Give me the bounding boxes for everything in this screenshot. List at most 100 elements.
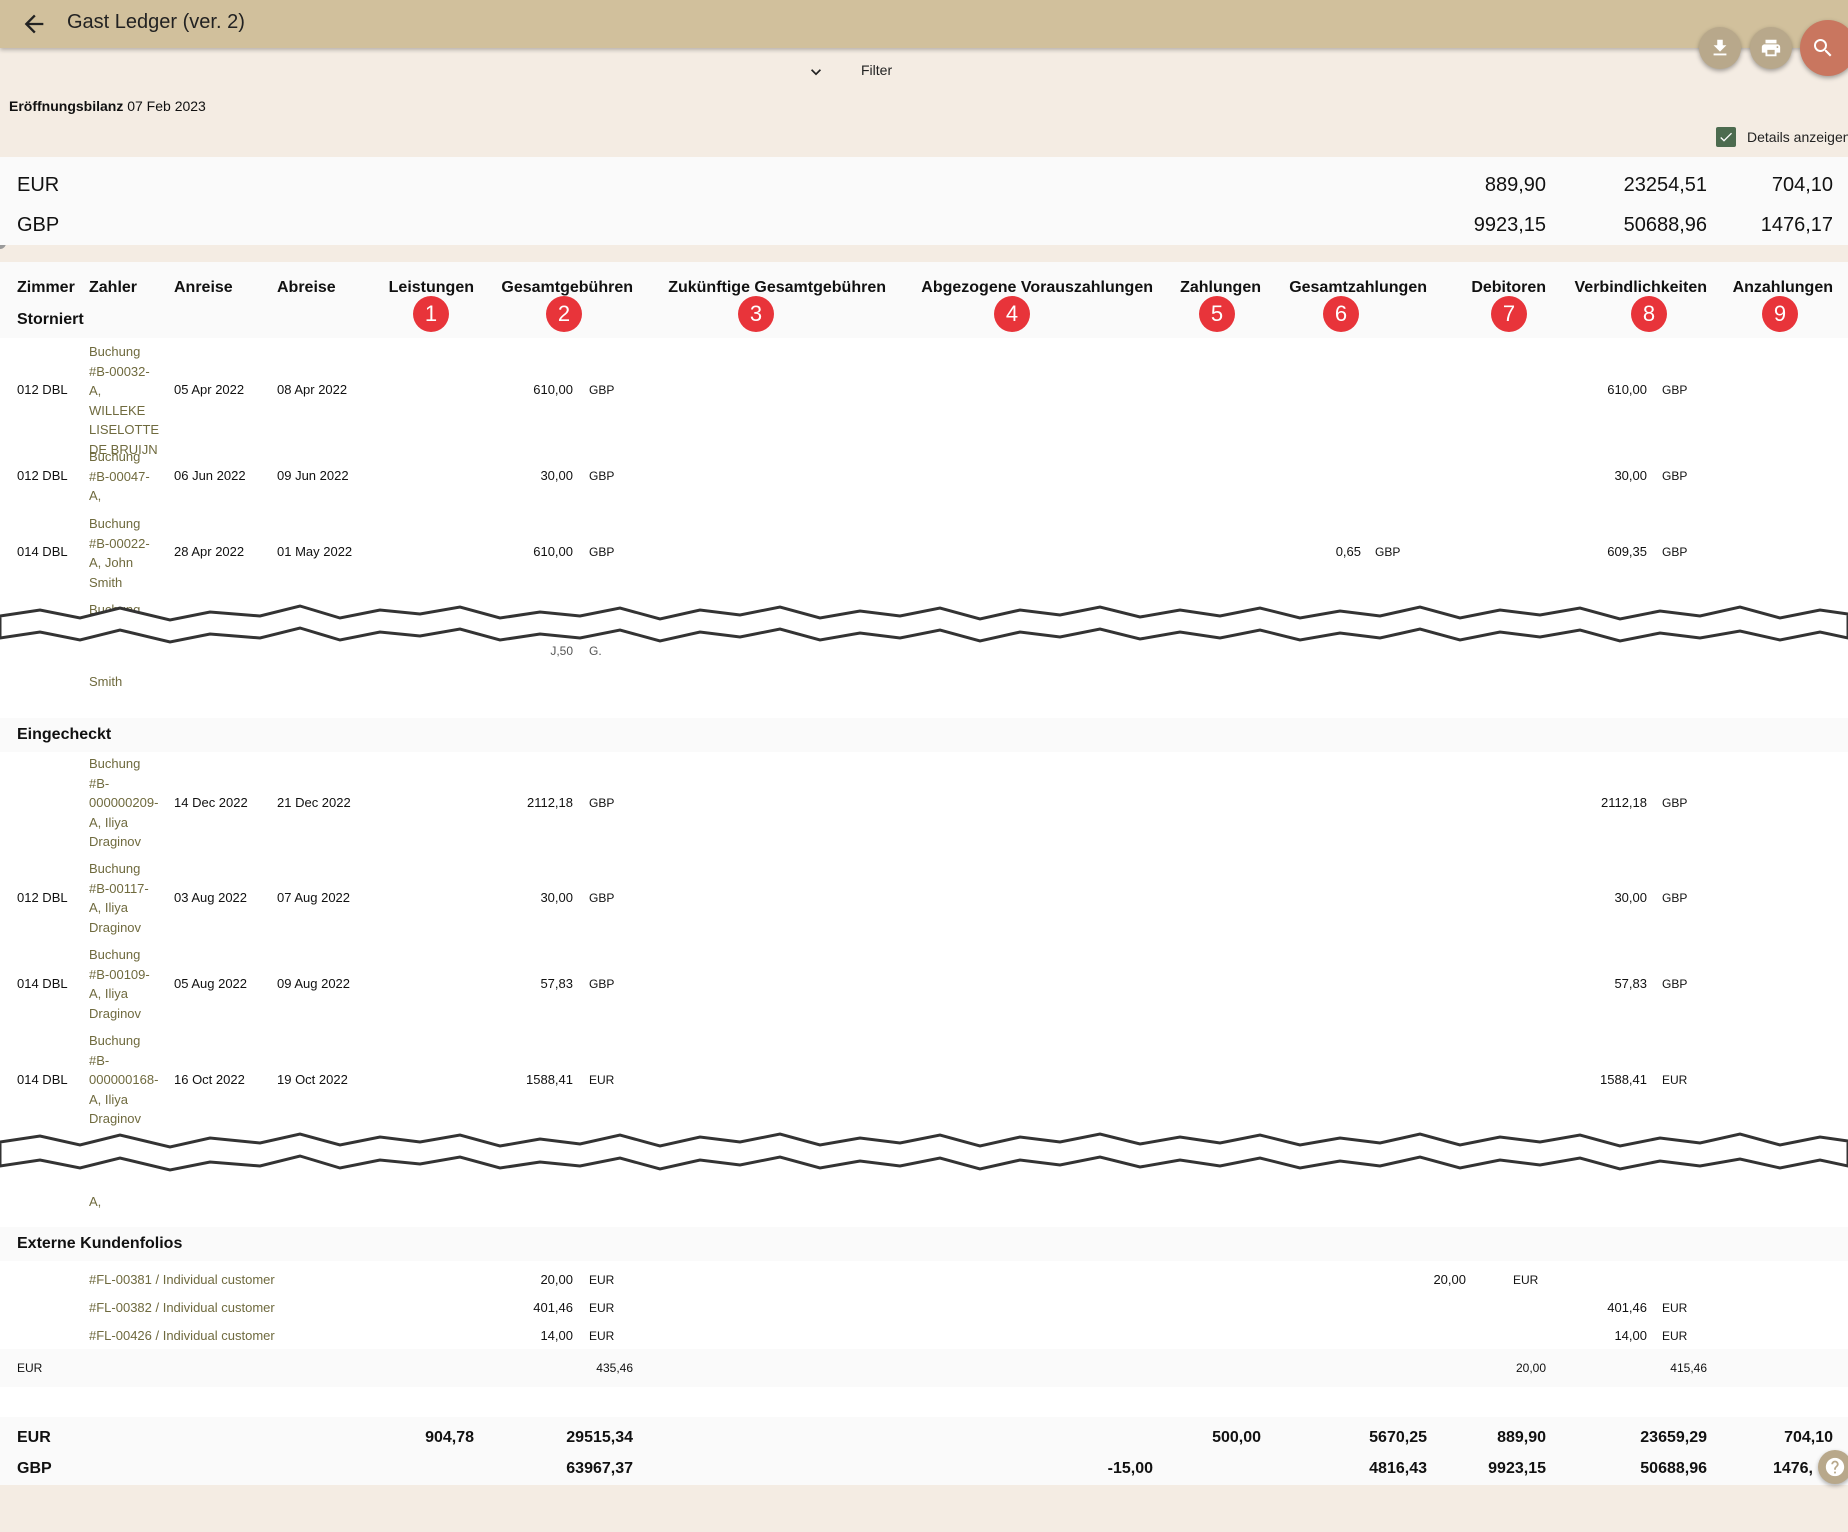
total-payments-cell: 0,65 [1335,544,1361,559]
currency-cell: EUR [1662,1301,1688,1315]
subtotal-debtors: 20,00 [1515,1361,1546,1375]
payer-link[interactable]: Buchung #B-000000209-A, Iliya Draginov [89,756,159,849]
total-fees-cell: 30,00 [540,890,573,905]
annotation-badge: 4 [994,296,1030,332]
folio-link[interactable]: #FL-00426 / Individual customer [89,1328,275,1343]
details-checkbox[interactable] [1716,127,1736,147]
col-zukuenftige: Zukünftige Gesamtgebühren [668,279,886,296]
back-button[interactable] [20,10,48,38]
departure-cell: 01 May 2022 [277,544,353,559]
opening-balance: Eröffnungsbilanz 07 Feb 2023 [9,98,206,114]
room-cell: 012 DBL [17,468,68,483]
total-fees-cell: 14,00 [540,1328,573,1343]
total-fees-cell: 2112,18 [526,795,573,810]
chevron-down-icon[interactable] [806,62,826,82]
payer-link[interactable]: Buchung #B-000000168-A, Iliya Draginov [89,1033,159,1126]
totals-verbindlichkeiten: 50688,96 [1640,1460,1707,1477]
currency-cell: EUR [1662,1329,1688,1343]
currency-cell: GBP [1662,891,1688,905]
col-gesamtzahlungen: Gesamtzahlungen [1289,279,1427,296]
col-zimmer: Zimmer [17,279,75,296]
totals-currency: EUR [17,1429,51,1446]
payer-link[interactable]: Buchung #B-00047-A, [89,449,150,503]
payer-link[interactable]: Buchung #B-00032-A, WILLEKE LISELOTTE DE… [89,344,160,457]
annotation-badge: 2 [546,296,582,332]
summary-currency: EUR [17,174,60,196]
currency-cell: GBP [1662,545,1688,559]
spacer [0,1387,1848,1417]
room-cell: 012 DBL [17,382,68,397]
print-button[interactable] [1750,27,1792,69]
arrival-cell: 05 Aug 2022 [174,976,248,991]
liabilities-cell: 2112,18 [1600,795,1647,810]
summary-debitoren: 889,90 [1484,174,1546,196]
folio-link[interactable]: #FL-00382 / Individual customer [89,1300,275,1315]
totals-abgezogene: -15,00 [1107,1460,1153,1477]
departure-cell: 19 Oct 2022 [277,1072,348,1087]
annotation-badge: 1 [413,296,449,332]
section-extern: #FL-00381 / Individual customer 20,00 EU… [0,1261,1848,1349]
totals-debitoren: 889,90 [1497,1429,1546,1446]
col-abreise: Abreise [277,279,336,296]
check-icon [1720,132,1732,142]
search-button[interactable] [1800,20,1848,76]
currency-cell: GBP [589,796,615,810]
totals-debitoren: 9923,15 [1488,1460,1546,1477]
liabilities-cell: 609,35 [1607,544,1647,559]
currency-cell: EUR [589,1273,615,1287]
room-cell: 014 DBL [17,544,68,559]
col-zahlungen: Zahlungen [1180,279,1261,296]
totals-gesamtzahlungen: 5670,25 [1369,1429,1427,1446]
download-button[interactable] [1699,27,1741,69]
liabilities-cell: 401,46 [1607,1300,1647,1315]
totals-anzahlungen: 1476, [1772,1460,1813,1477]
summary-currency: GBP [17,214,60,236]
partial-cell: J,50 [550,644,573,658]
annotation-badge: 7 [1491,296,1527,332]
payer-link[interactable]: Buchung #B-00109-A, Iliya Draginov [89,947,150,1021]
payer-link[interactable]: Buchung #B-00022-A, John Smith [89,516,150,590]
currency-cell: GBP [1375,545,1401,559]
section-title-eingecheckt: Eingecheckt [17,726,112,743]
filter-toggle[interactable]: Filter [861,62,893,78]
folio-link[interactable]: #FL-00381 / Individual customer [89,1272,275,1287]
print-icon [1761,39,1781,57]
payer-link[interactable]: Smith [89,674,123,689]
payer-link[interactable]: Buchung #B-00117-A, Iliya Draginov [89,861,149,935]
subtotal-total-fees: 435,46 [596,1361,633,1375]
total-fees-cell: 20,00 [540,1272,573,1287]
arrival-cell: 06 Jun 2022 [174,468,246,483]
departure-cell: 08 Apr 2022 [277,382,348,397]
opening-balance-label: Eröffnungsbilanz [9,98,124,114]
col-anzahlungen: Anzahlungen [1732,279,1833,296]
section-title-extern: Externe Kundenfolios [17,1235,183,1252]
currency-cell: EUR [1662,1073,1688,1087]
col-debitoren: Debitoren [1471,279,1546,296]
currency-cell: EUR [589,1301,615,1315]
download-icon [1713,39,1727,56]
departure-cell: 09 Jun 2022 [277,468,349,483]
extern-subtotal: EUR 435,46 20,00 415,46 [0,1349,1848,1387]
total-fees-cell: 401,46 [533,1300,573,1315]
col-verbindlichkeiten: Verbindlichkeiten [1574,279,1707,296]
totals: EUR 904,78 29515,34 500,00 5670,25 889,9… [0,1417,1848,1485]
currency-cell: GBP [1662,469,1688,483]
page-title: Gast Ledger (ver. 2) [67,11,245,33]
currency-cell: GBP [589,977,615,991]
torn-edge [0,1132,1848,1172]
details-label: Details anzeigen [1747,129,1848,145]
summary-verbindlichkeiten: 50688,96 [1623,214,1707,236]
summary-anzahlungen: 704,10 [1771,174,1833,196]
departure-cell: 09 Aug 2022 [277,976,351,991]
arrival-cell: 05 Apr 2022 [174,382,245,397]
annotation-badge: 6 [1323,296,1359,332]
section-header-eingecheckt: Eingecheckt [0,718,1848,752]
details-toggle[interactable]: Details anzeigen [1716,127,1848,147]
col-zahler: Zahler [89,279,138,296]
currency-cell: GBP [589,383,615,397]
payer-link[interactable]: A, [89,1194,102,1209]
torn-edge [0,604,1848,644]
currency-cell: GBP [1662,977,1688,991]
help-button[interactable] [1818,1450,1848,1484]
col-abgezogene: Abgezogene Vorauszahlungen [921,279,1153,296]
